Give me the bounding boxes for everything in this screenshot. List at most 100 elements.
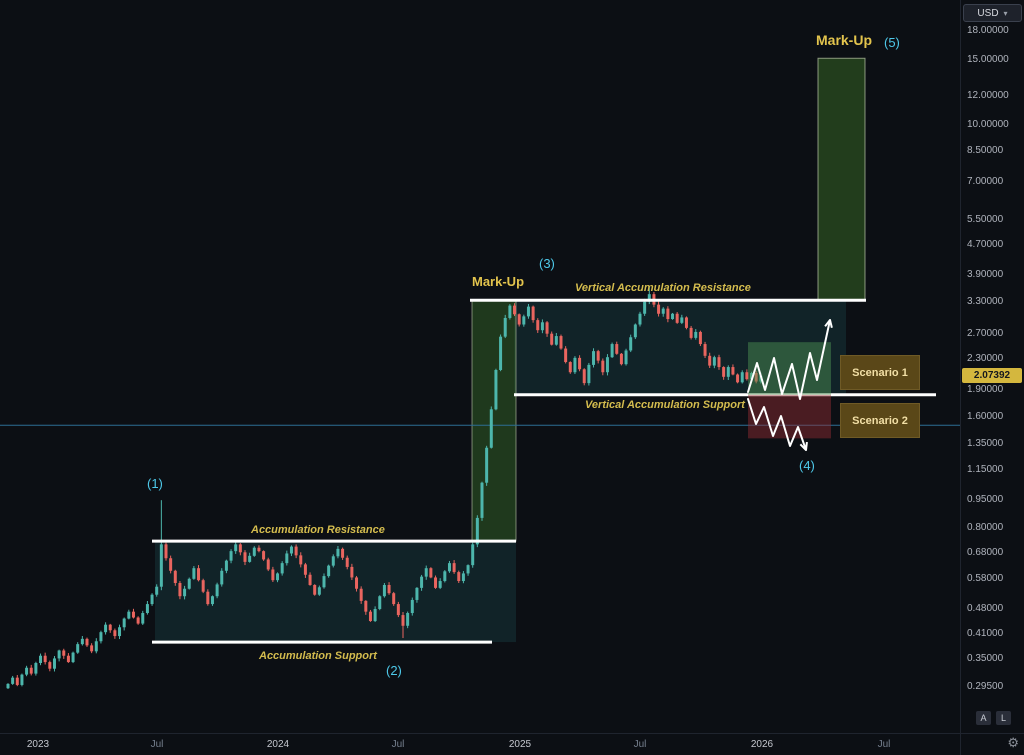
candle bbox=[303, 562, 307, 578]
price-tick-label: 10.00000 bbox=[967, 119, 1009, 130]
time-tick-label: 2024 bbox=[266, 739, 290, 750]
gear-icon[interactable]: ⚙ bbox=[1007, 735, 1019, 750]
price-tick-label: 2.70000 bbox=[967, 327, 1004, 339]
candle bbox=[666, 306, 670, 323]
wave-4-label: (4) bbox=[799, 458, 815, 473]
candle bbox=[271, 566, 275, 582]
candle bbox=[406, 611, 410, 629]
candle bbox=[582, 368, 586, 386]
price-axis[interactable]: USD ▾ 18.00000 15.00000 12.00000 10.00000 8.… bbox=[960, 0, 1024, 733]
candle bbox=[345, 555, 349, 570]
candlestick-chart[interactable] bbox=[0, 0, 960, 733]
candle bbox=[178, 581, 182, 600]
scenario-1-label: Scenario 1 bbox=[852, 366, 908, 379]
candle bbox=[220, 568, 224, 587]
scenario1-path bbox=[747, 319, 831, 400]
chevron-down-icon: ▾ bbox=[1003, 8, 1008, 18]
wave-3-label: (3) bbox=[539, 256, 555, 271]
candle bbox=[703, 341, 707, 359]
candle bbox=[420, 574, 424, 591]
price-tick-label: 0.95000 bbox=[967, 494, 1004, 506]
candle bbox=[317, 585, 321, 596]
candle bbox=[392, 591, 396, 606]
time-axis[interactable]: 2023 Jul 2024 Jul 2025 Jul 2026 Jul bbox=[0, 733, 960, 755]
scenario-2-box[interactable]: Scenario 2 bbox=[840, 403, 920, 438]
auto-scale-button[interactable]: A bbox=[976, 711, 991, 725]
chart-pane[interactable]: Mark-Up (5) Mark-Up (3) Vertical Accumul… bbox=[0, 0, 960, 733]
candle bbox=[573, 356, 577, 375]
candle bbox=[141, 610, 145, 625]
candle bbox=[113, 628, 117, 639]
candle bbox=[224, 559, 228, 574]
currency-label: USD bbox=[977, 7, 999, 19]
time-tick-label: Jul bbox=[150, 739, 164, 750]
candle bbox=[299, 552, 303, 568]
candle bbox=[396, 601, 400, 618]
candle bbox=[522, 314, 526, 327]
candle bbox=[499, 334, 503, 372]
candle bbox=[540, 319, 544, 334]
candle bbox=[559, 334, 563, 350]
accumulation-zone bbox=[155, 541, 516, 643]
candle bbox=[6, 683, 10, 690]
price-tick-label: 1.90000 bbox=[967, 383, 1004, 395]
price-tick-label: 4.70000 bbox=[967, 239, 1004, 251]
candle bbox=[104, 622, 108, 635]
axis-corner: ⚙ bbox=[960, 733, 1024, 755]
markup-label-1: Mark-Up bbox=[472, 274, 525, 289]
price-tick-label: 7.00000 bbox=[967, 175, 1004, 187]
scenario-1-box[interactable]: Scenario 1 bbox=[840, 355, 920, 390]
candle bbox=[76, 642, 80, 654]
price-tick-label: 0.48000 bbox=[967, 602, 1004, 614]
candle bbox=[684, 316, 688, 330]
markup-label-2: Mark-Up bbox=[816, 32, 873, 48]
candle bbox=[754, 370, 758, 384]
scenario2-zone bbox=[748, 394, 831, 439]
candle bbox=[280, 561, 284, 576]
wave-5-label: (5) bbox=[884, 35, 900, 50]
candle bbox=[99, 630, 103, 644]
candle bbox=[466, 564, 470, 576]
vertical-accumulation-support-label: Vertical Accumulation Support bbox=[585, 399, 745, 411]
candle bbox=[619, 353, 623, 366]
currency-dropdown[interactable]: USD ▾ bbox=[963, 4, 1022, 22]
log-scale-button[interactable]: L bbox=[996, 711, 1011, 725]
candle bbox=[471, 542, 475, 568]
scenario-2-label: Scenario 2 bbox=[852, 414, 908, 427]
candle bbox=[183, 585, 187, 600]
vertical-accumulation-zone bbox=[514, 300, 846, 395]
candle bbox=[331, 554, 335, 568]
wave-2-label: (2) bbox=[386, 663, 402, 678]
candle bbox=[461, 571, 465, 584]
candle bbox=[43, 652, 47, 665]
candle bbox=[39, 653, 43, 666]
scenario2-path bbox=[747, 398, 807, 451]
candle bbox=[661, 307, 665, 317]
candle bbox=[550, 331, 554, 346]
candle bbox=[85, 637, 89, 647]
markup-box-1 bbox=[471, 299, 517, 542]
candle bbox=[731, 364, 735, 376]
candle bbox=[568, 361, 572, 374]
candle bbox=[736, 373, 740, 384]
candle bbox=[717, 354, 721, 370]
candle bbox=[429, 567, 433, 579]
candle bbox=[508, 304, 512, 320]
candle bbox=[364, 600, 368, 615]
candle bbox=[638, 311, 642, 327]
candle bbox=[20, 673, 24, 687]
candle bbox=[210, 595, 214, 606]
price-tick-label: 1.60000 bbox=[967, 411, 1004, 423]
candle bbox=[285, 550, 289, 566]
candle bbox=[415, 587, 419, 603]
candle bbox=[155, 584, 159, 597]
price-tick-label: 15.00000 bbox=[967, 54, 1009, 66]
candle bbox=[680, 314, 684, 325]
price-tick-label: 0.68000 bbox=[967, 547, 1004, 559]
candle bbox=[503, 314, 507, 339]
candle bbox=[610, 342, 614, 358]
candle bbox=[424, 565, 428, 580]
candle bbox=[689, 325, 693, 340]
candle bbox=[615, 341, 619, 355]
